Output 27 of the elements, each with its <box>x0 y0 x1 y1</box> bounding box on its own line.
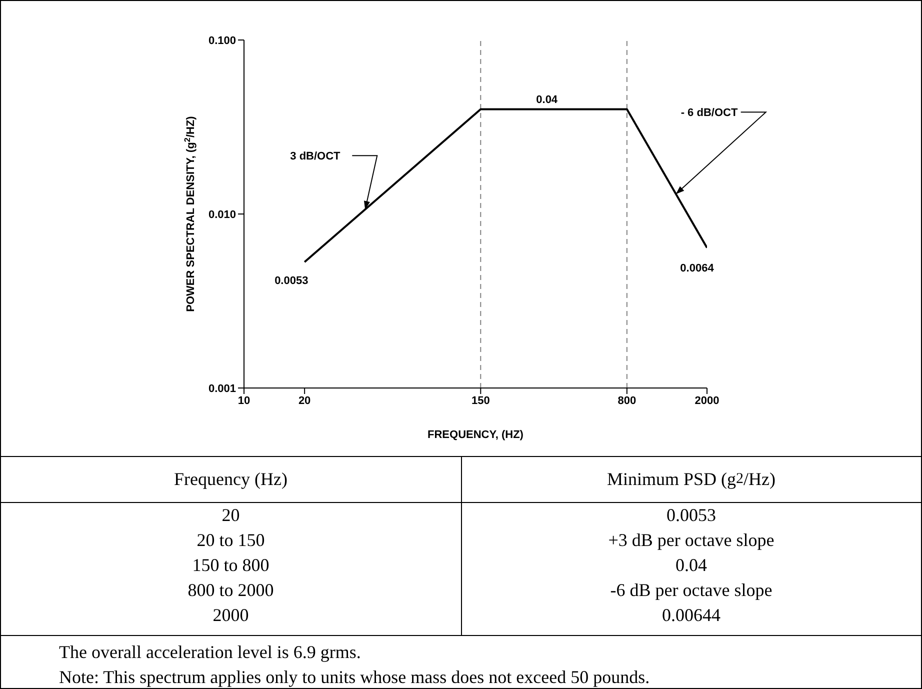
annotation: 0.0053 <box>274 274 308 287</box>
x-tick-label: 150 <box>471 394 490 407</box>
text: +3 dB per octave slope <box>607 529 776 552</box>
text: 150 to 800 <box>1 553 462 578</box>
text: Frequency (Hz) <box>1 457 462 502</box>
text: 0.04 <box>674 554 708 577</box>
text: Note: This spectrum applies only to units whose mass does not exceed 50 pounds. <box>59 666 651 689</box>
text: -6 dB per octave slope <box>609 579 774 602</box>
y-tick-label: 0.001 <box>208 382 236 395</box>
x-tick-label: 2000 <box>694 394 720 407</box>
x-tick-label: 10 <box>238 394 250 407</box>
y-tick-label: 0.010 <box>208 208 236 221</box>
text: 20 to 150 <box>1 528 462 553</box>
text: 0.00644 <box>661 604 722 627</box>
text: 20 <box>1 503 462 528</box>
x-tick-label: 800 <box>618 394 636 407</box>
text: The overall acceleration level is 6.9 grms. <box>59 641 362 664</box>
text: 0.0053 <box>666 504 717 527</box>
annotation: 3 dB/OCT <box>290 150 341 163</box>
annotation: 0.0064 <box>680 262 715 275</box>
x-axis-title: FREQUENCY, (HZ) <box>428 429 524 441</box>
y-tick-label: 0.100 <box>208 34 236 47</box>
annotation: - 6 dB/OCT <box>680 107 738 120</box>
text: 2000 <box>1 603 462 628</box>
text: 800 to 2000 <box>1 578 462 603</box>
annotation: 0.04 <box>536 94 558 106</box>
x-tick-label: 20 <box>298 394 311 407</box>
